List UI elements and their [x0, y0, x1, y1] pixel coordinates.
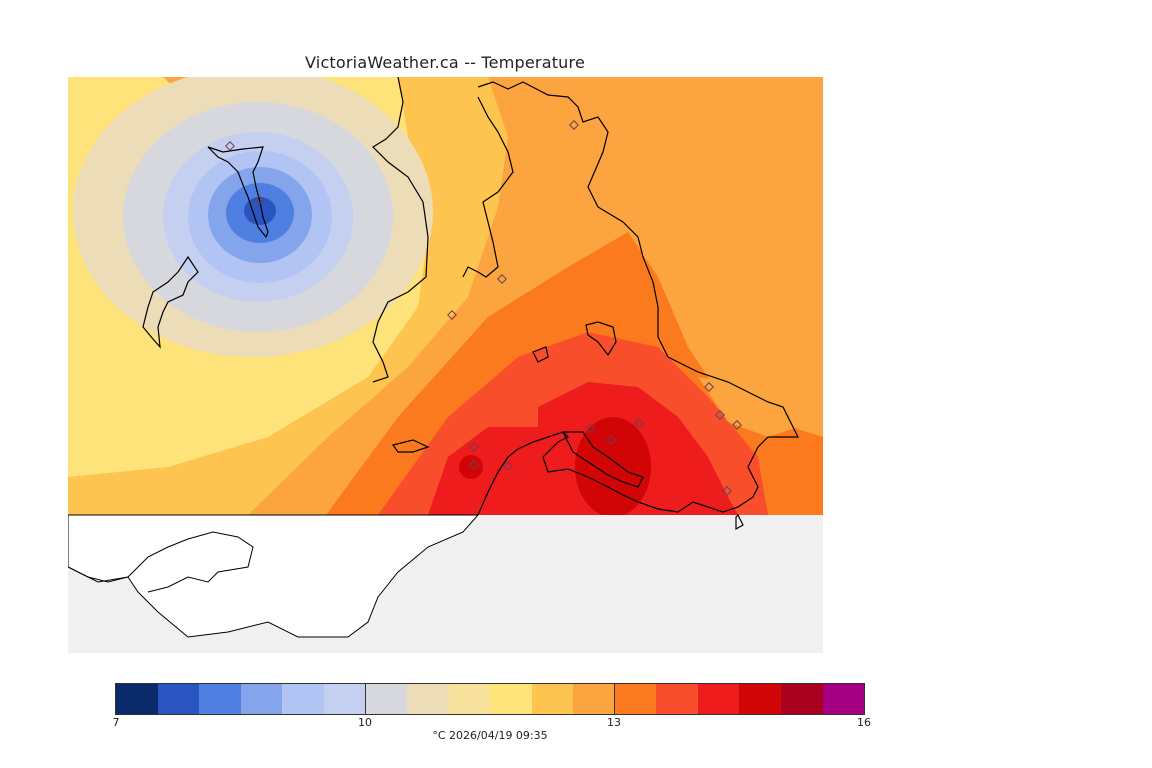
- station-marker: [447, 310, 457, 320]
- colorbar-swatch: [448, 684, 491, 714]
- colorbar-label-min: 7: [112, 716, 120, 729]
- colorbar-tick: [365, 683, 366, 715]
- colorbar-swatch: [240, 684, 283, 714]
- colorbar-swatch: [406, 684, 449, 714]
- colorbar-swatch: [282, 684, 324, 714]
- station-marker: [606, 435, 616, 445]
- station-marker: [503, 461, 513, 471]
- station-marker: [634, 418, 644, 428]
- station-marker: [225, 141, 235, 151]
- station-marker: [722, 486, 732, 496]
- colorbar-swatch: [157, 684, 200, 714]
- colorbar-swatch: [781, 684, 823, 714]
- colorbar-swatch: [614, 684, 657, 714]
- colorbar-swatch: [199, 684, 241, 714]
- units-timestamp: °C 2026/04/19 09:35: [432, 729, 548, 742]
- colorbar-label-13: 13: [607, 716, 621, 729]
- station-marker: [497, 274, 507, 284]
- temperature-colorbar: [115, 683, 865, 715]
- colorbar-swatch: [365, 684, 407, 714]
- colorbar-swatch: [739, 684, 781, 714]
- colorbar-swatch: [573, 684, 615, 714]
- colorbar-swatch: [531, 684, 574, 714]
- map-title: VictoriaWeather.ca -- Temperature: [305, 53, 585, 72]
- station-marker: [569, 120, 579, 130]
- colorbar-swatch: [697, 684, 740, 714]
- station-marker: [704, 382, 714, 392]
- colorbar-swatch: [656, 684, 698, 714]
- colorbar-tick: [614, 683, 615, 715]
- station-marker: [469, 442, 479, 452]
- colorbar-label-max: 16: [857, 716, 871, 729]
- temperature-field: [68, 77, 823, 515]
- coastline: [142, 77, 799, 531]
- station-marker: [715, 410, 725, 420]
- colorbar-swatch: [490, 684, 532, 714]
- colorbar-label-10: 10: [358, 716, 372, 729]
- station-marker: [732, 420, 742, 430]
- temperature-map: [68, 77, 823, 653]
- colorbar-swatch: [116, 684, 158, 714]
- colorbar-swatch: [323, 684, 366, 714]
- station-marker: [254, 195, 264, 205]
- station-marker: [469, 460, 479, 470]
- colorbar-swatch: [822, 684, 865, 714]
- station-marker: [585, 423, 595, 433]
- weather-stations: [225, 120, 742, 496]
